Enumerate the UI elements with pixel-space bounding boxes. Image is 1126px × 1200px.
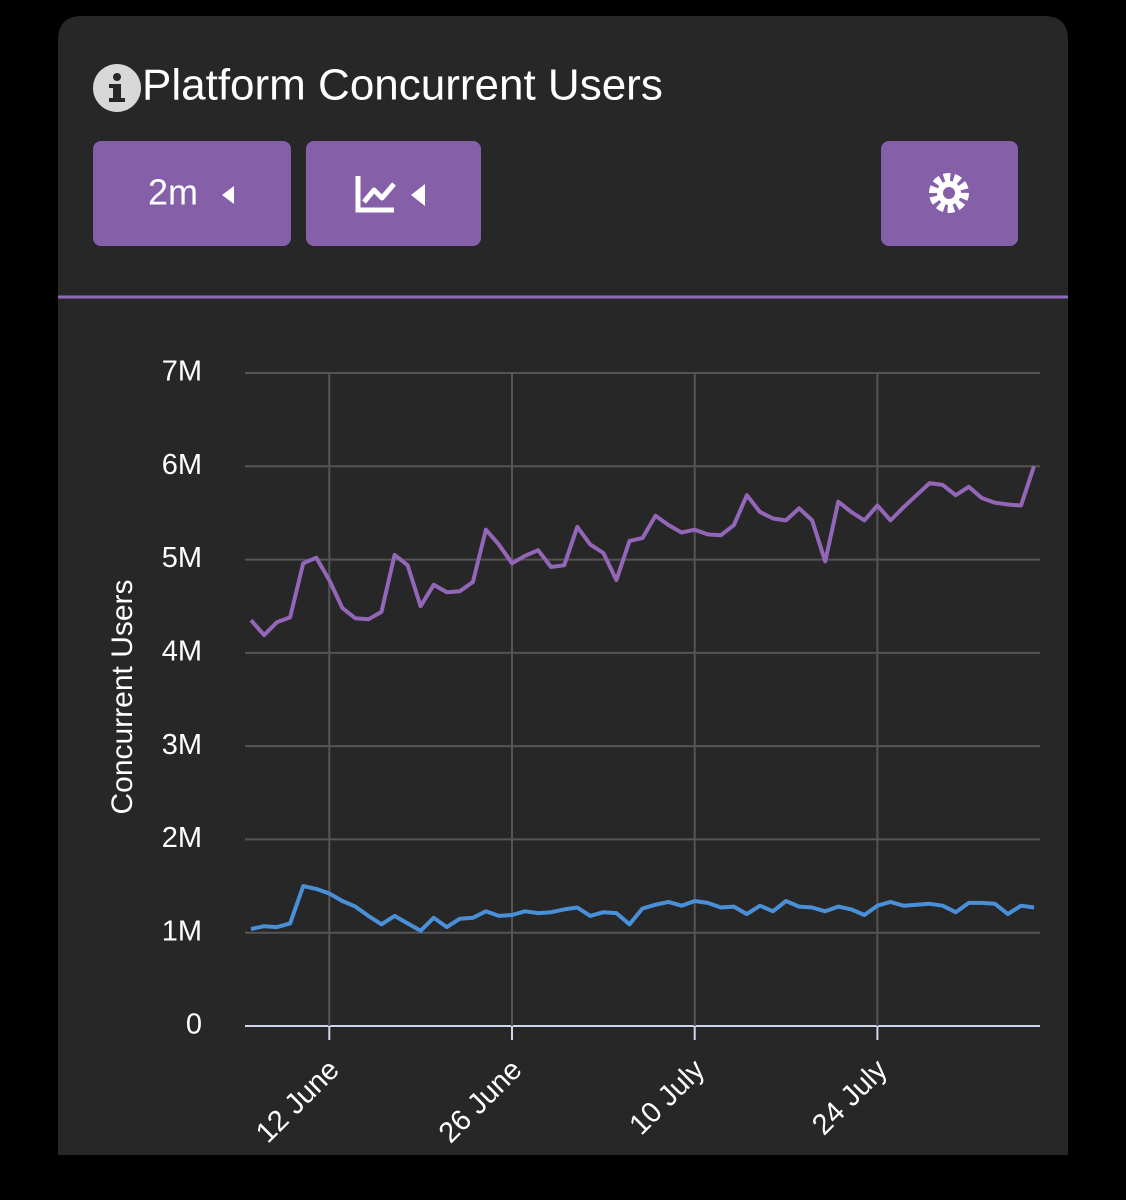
- chart-type-button[interactable]: [306, 141, 481, 246]
- card-title: Platform Concurrent Users: [142, 61, 663, 110]
- settings-button[interactable]: [881, 141, 1018, 246]
- info-icon: [93, 64, 141, 112]
- y-tick-label: 5M: [162, 542, 202, 574]
- y-axis-label: Concurrent Users: [106, 579, 139, 814]
- series-line: [250, 884, 1035, 933]
- y-tick-label: 1M: [162, 915, 202, 947]
- range-button-label: 2m: [148, 172, 198, 213]
- y-tick-label: 7M: [162, 356, 202, 388]
- series-line: [249, 465, 1036, 638]
- y-tick-label: 6M: [162, 449, 202, 481]
- card: [58, 16, 1068, 1155]
- range-button[interactable]: 2m: [93, 141, 291, 246]
- y-tick-label: 3M: [162, 729, 202, 761]
- y-tick-label: 4M: [162, 636, 202, 668]
- y-tick-label: 0: [186, 1009, 202, 1041]
- y-tick-label: 2M: [162, 822, 202, 854]
